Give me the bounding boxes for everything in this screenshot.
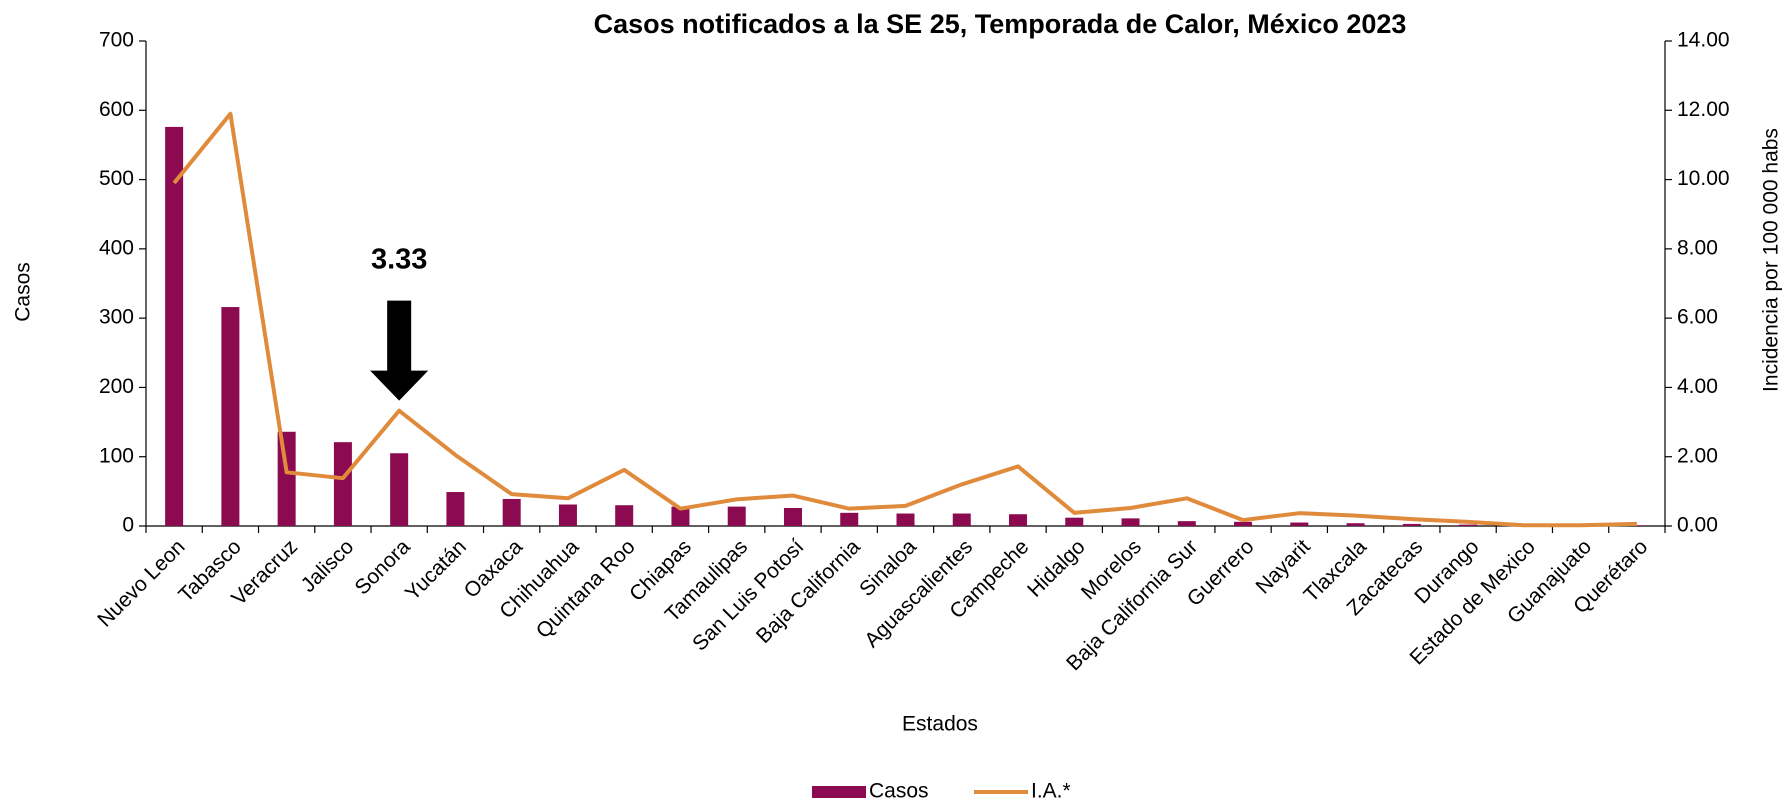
bar [1402, 523, 1421, 526]
bar [502, 498, 521, 526]
y-axis-title: Casos [12, 262, 35, 322]
legend-label: Casos [869, 780, 929, 803]
y-tick-label: 0 [122, 514, 134, 537]
y2-tick-label: 4.00 [1677, 375, 1718, 398]
y2-tick-label: 8.00 [1677, 236, 1718, 259]
y-tick-label: 500 [99, 167, 134, 190]
bar [615, 505, 634, 526]
legend-label: I.A.* [1031, 780, 1071, 803]
annotation-arrow [370, 300, 429, 401]
x-axis-title: Estados [902, 713, 978, 736]
y2-tick-label: 10.00 [1677, 167, 1730, 190]
x-tick-label: Baja California [752, 535, 865, 648]
legend-swatch [812, 786, 866, 798]
bar [1065, 517, 1084, 526]
x-tick-label: Jalisco [297, 535, 359, 597]
y2-tick-label: 0.00 [1677, 514, 1718, 537]
bar [446, 492, 465, 526]
y-tick-label: 100 [99, 444, 134, 467]
bar [1346, 523, 1365, 526]
x-tick-label: Nuevo Leon [93, 535, 189, 631]
bar [390, 453, 409, 526]
bar [783, 507, 802, 526]
bar [165, 126, 184, 527]
chart-title: Casos notificados a la SE 25, Temporada … [594, 9, 1407, 39]
y2-tick-label: 14.00 [1677, 29, 1730, 52]
annotation: 3.33 [371, 243, 427, 275]
bar [896, 513, 915, 526]
y2-tick-label: 2.00 [1677, 444, 1718, 467]
bar [1009, 514, 1028, 526]
bar [1234, 521, 1253, 526]
bar [1177, 521, 1196, 526]
y-tick-label: 200 [99, 375, 134, 398]
line [172, 111, 1637, 528]
bar [1290, 522, 1309, 526]
bar [840, 512, 859, 526]
y-tick-label: 400 [99, 236, 134, 259]
bar [1459, 524, 1478, 526]
x-tick-label: Quintana Roo [532, 535, 640, 643]
bar [277, 431, 296, 526]
x-tick-label: Yucatán [401, 535, 471, 605]
bar [952, 513, 971, 526]
bar [1121, 518, 1140, 526]
bar [671, 506, 690, 526]
y2-axis-title: Incidencia por 100 000 habs [1760, 128, 1783, 392]
y-tick-label: 700 [99, 29, 134, 52]
y2-tick-label: 12.00 [1677, 98, 1730, 121]
y2-tick-label: 6.00 [1677, 306, 1718, 329]
bar [221, 307, 240, 526]
bar [727, 506, 746, 526]
y-tick-label: 600 [99, 98, 134, 121]
bar [558, 504, 577, 526]
bar [333, 442, 352, 526]
y-tick-label: 300 [99, 306, 134, 329]
